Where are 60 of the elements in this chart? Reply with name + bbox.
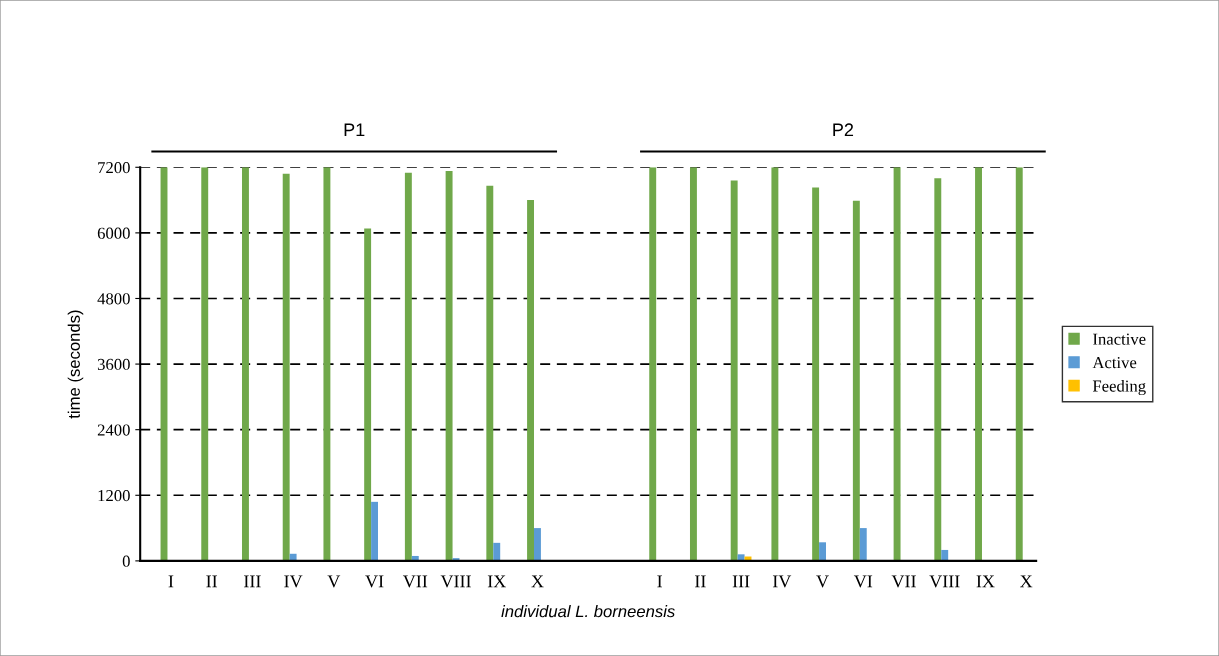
- x-tick-label: III: [732, 575, 750, 588]
- bar: [730, 180, 738, 561]
- bar: [371, 501, 379, 561]
- x-tick-label: V: [327, 575, 341, 588]
- bar: [534, 528, 541, 561]
- x-tick-label: V: [816, 575, 829, 588]
- legend-label: Active: [1092, 357, 1137, 369]
- x-tick-label: IV: [772, 575, 792, 588]
- bar: [282, 173, 290, 561]
- x-tick-label: IV: [284, 575, 303, 588]
- x-tick-label: VI: [365, 575, 384, 588]
- x-tick-label: VII: [891, 575, 916, 588]
- bar: [404, 172, 412, 561]
- x-tick-label: VIII: [440, 575, 471, 588]
- x-tick-label: I: [657, 575, 663, 588]
- y-tick-label: 7200: [98, 161, 130, 174]
- bar: [852, 200, 860, 561]
- bar: [242, 167, 249, 561]
- y-tick-label: 4800: [97, 293, 130, 305]
- text: P1: [344, 123, 365, 136]
- bar: [975, 167, 982, 561]
- x-tick-label: I: [168, 575, 174, 588]
- x-tick-label: IX: [487, 575, 506, 588]
- bar: [771, 167, 779, 561]
- x-tick-label: II: [206, 575, 218, 588]
- bar: [486, 185, 494, 561]
- bar: [1015, 167, 1023, 561]
- y-axis-title: time (seconds): [67, 310, 84, 419]
- bar: [323, 167, 331, 561]
- bar: [737, 554, 745, 561]
- bar: [812, 187, 820, 561]
- y-tick-label: 1200: [98, 489, 130, 502]
- y-tick-label: 3600: [97, 358, 130, 371]
- x-axis-title: individual L. borneensis: [501, 605, 675, 618]
- bar: [493, 542, 501, 561]
- bar: [859, 528, 867, 561]
- bar: [649, 167, 657, 561]
- bar: [364, 228, 372, 561]
- text: P2: [833, 123, 854, 136]
- bar: [445, 171, 453, 561]
- bar: [893, 167, 901, 561]
- bar: [201, 167, 209, 561]
- legend-label: Feeding: [1092, 379, 1146, 396]
- y-tick-label: 2400: [97, 424, 130, 436]
- y-tick-label: 6000: [97, 227, 130, 239]
- bar: [527, 200, 534, 561]
- bar: [941, 549, 949, 561]
- y-tick-label: 0: [122, 555, 130, 567]
- x-tick-label: IX: [976, 575, 995, 588]
- x-tick-label: X: [1020, 575, 1033, 588]
- bar: [819, 542, 827, 561]
- x-tick-label: VII: [402, 575, 428, 588]
- x-tick-label: VIII: [929, 575, 960, 588]
- x-tick-label: II: [695, 575, 706, 588]
- x-tick-label: III: [244, 575, 261, 588]
- x-tick-label: VI: [853, 575, 873, 588]
- bar: [934, 178, 942, 561]
- bar: [689, 167, 697, 561]
- x-tick-label: X: [531, 575, 544, 588]
- legend-label: Inactive: [1093, 333, 1146, 345]
